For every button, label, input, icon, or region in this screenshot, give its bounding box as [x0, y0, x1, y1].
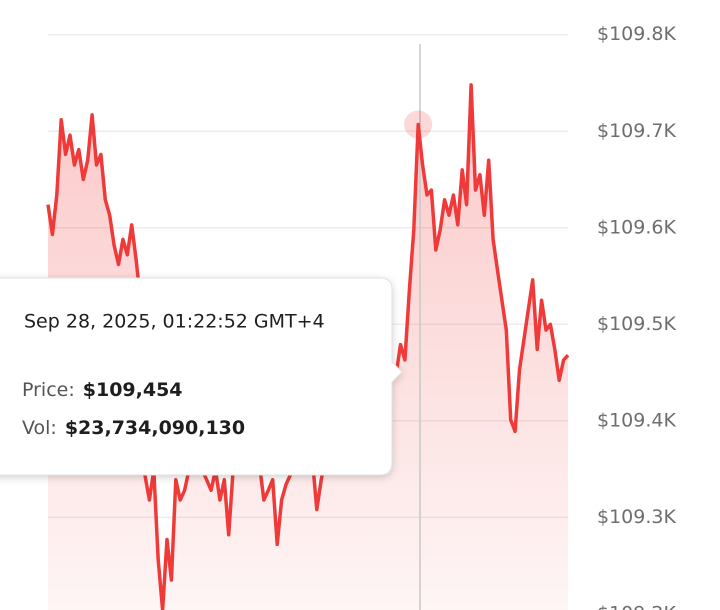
y-tick-label: $109.3K	[597, 506, 676, 528]
tooltip-date: Sep 28, 2025, 01:22:52 GMT+4	[24, 311, 325, 333]
hover-point	[404, 110, 433, 139]
y-tick-label: $109.5K	[597, 313, 676, 335]
price-area	[48, 84, 568, 610]
tooltip-volume: Vol: $23,734,090,130	[22, 417, 245, 439]
grid: $109.2K $109.3K $109.4K $109.5K $109.6K $109.…	[48, 23, 676, 610]
tooltip: Sep 28, 2025, 01:22:52 GMT+4 Price: $109,…	[0, 277, 403, 476]
tooltip-volume-key: Vol:	[22, 417, 57, 439]
y-tick-label: $109.8K	[597, 23, 676, 45]
y-tick-label: $109.6K	[597, 216, 676, 238]
y-tick-label: $109.2K	[597, 602, 676, 610]
tooltip-volume-value: $23,734,090,130	[65, 417, 245, 439]
tooltip-price-value: $109,454	[83, 379, 183, 401]
tooltip-box	[0, 277, 403, 476]
tooltip-price-key: Price:	[22, 379, 75, 401]
y-tick-label: $109.4K	[597, 409, 676, 431]
y-tick-label: $109.7K	[597, 120, 676, 142]
tooltip-price: Price: $109,454	[22, 379, 183, 401]
